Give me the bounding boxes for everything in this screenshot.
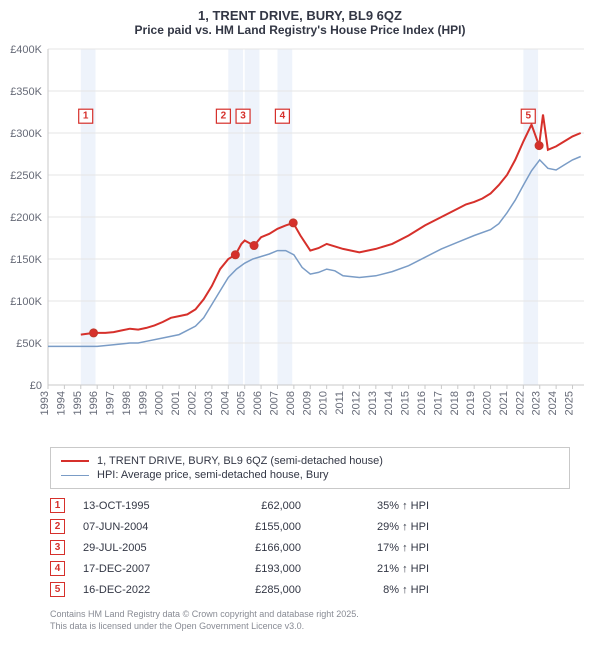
svg-text:2002: 2002	[187, 391, 199, 415]
svg-text:2015: 2015	[400, 391, 412, 415]
svg-text:2004: 2004	[219, 391, 231, 415]
svg-text:2: 2	[221, 111, 227, 122]
svg-text:5: 5	[525, 111, 531, 122]
svg-text:2001: 2001	[170, 391, 182, 415]
table-row: 3 29-JUL-2005 £166,000 17% ↑ HPI	[50, 537, 570, 558]
table-row: 2 07-JUN-2004 £155,000 29% ↑ HPI	[50, 516, 570, 537]
chart-subtitle: Price paid vs. HM Land Registry's House …	[0, 23, 600, 41]
row-price: £166,000	[211, 542, 301, 554]
svg-text:1998: 1998	[121, 391, 133, 415]
svg-text:£350K: £350K	[10, 86, 42, 98]
svg-text:£200K: £200K	[10, 212, 42, 224]
svg-text:2013: 2013	[367, 391, 379, 415]
sales-table: 1 13-OCT-1995 £62,000 35% ↑ HPI 2 07-JUN…	[50, 495, 570, 600]
legend-row-red: 1, TRENT DRIVE, BURY, BL9 6QZ (semi-deta…	[61, 454, 559, 468]
table-row: 4 17-DEC-2007 £193,000 21% ↑ HPI	[50, 558, 570, 579]
chart-container: 1, TRENT DRIVE, BURY, BL9 6QZ Price paid…	[0, 0, 600, 650]
svg-text:2008: 2008	[285, 391, 297, 415]
svg-text:£50K: £50K	[16, 338, 42, 350]
svg-text:2025: 2025	[564, 391, 576, 415]
svg-text:2000: 2000	[154, 391, 166, 415]
table-row: 1 13-OCT-1995 £62,000 35% ↑ HPI	[50, 495, 570, 516]
svg-text:£0: £0	[30, 380, 42, 392]
row-diff: 29% ↑ HPI	[319, 521, 429, 533]
legend: 1, TRENT DRIVE, BURY, BL9 6QZ (semi-deta…	[50, 447, 570, 489]
svg-text:£100K: £100K	[10, 296, 42, 308]
row-badge: 4	[50, 561, 65, 576]
row-badge: 2	[50, 519, 65, 534]
svg-text:2012: 2012	[350, 391, 362, 415]
svg-text:2017: 2017	[432, 391, 444, 415]
footer-line1: Contains HM Land Registry data © Crown c…	[50, 608, 570, 620]
footer-line2: This data is licensed under the Open Gov…	[50, 620, 570, 632]
svg-text:2018: 2018	[449, 391, 461, 415]
svg-text:1996: 1996	[88, 391, 100, 415]
row-price: £285,000	[211, 584, 301, 596]
chart-title: 1, TRENT DRIVE, BURY, BL9 6QZ	[0, 0, 600, 23]
svg-text:£150K: £150K	[10, 254, 42, 266]
legend-swatch-blue	[61, 475, 89, 476]
svg-text:2007: 2007	[268, 391, 280, 415]
row-badge: 1	[50, 498, 65, 513]
row-diff: 17% ↑ HPI	[319, 542, 429, 554]
row-diff: 21% ↑ HPI	[319, 563, 429, 575]
table-row: 5 16-DEC-2022 £285,000 8% ↑ HPI	[50, 579, 570, 600]
row-date: 17-DEC-2007	[83, 563, 193, 575]
chart-plot-area: £0 £50K £100K £150K £200K £250K £300K £350K £400…	[6, 41, 590, 441]
svg-text:2009: 2009	[301, 391, 313, 415]
svg-text:1995: 1995	[72, 391, 84, 415]
svg-text:2016: 2016	[416, 391, 428, 415]
svg-text:2022: 2022	[514, 391, 526, 415]
chart-svg: £0 £50K £100K £150K £200K £250K £300K £350K £400…	[6, 41, 590, 441]
svg-text:£300K: £300K	[10, 128, 42, 140]
row-price: £155,000	[211, 521, 301, 533]
svg-text:£250K: £250K	[10, 170, 42, 182]
svg-text:2006: 2006	[252, 391, 264, 415]
footer: Contains HM Land Registry data © Crown c…	[50, 608, 570, 632]
svg-text:1: 1	[83, 111, 89, 122]
row-date: 29-JUL-2005	[83, 542, 193, 554]
svg-text:2014: 2014	[383, 391, 395, 415]
svg-text:1994: 1994	[55, 391, 67, 415]
svg-text:2021: 2021	[498, 391, 510, 415]
svg-text:2011: 2011	[334, 391, 346, 415]
svg-text:4: 4	[280, 111, 286, 122]
row-diff: 8% ↑ HPI	[319, 584, 429, 596]
svg-text:3: 3	[240, 111, 246, 122]
svg-text:£400K: £400K	[10, 44, 42, 56]
svg-text:1997: 1997	[105, 391, 117, 415]
row-diff: 35% ↑ HPI	[319, 500, 429, 512]
legend-label-blue: HPI: Average price, semi-detached house,…	[97, 469, 329, 481]
row-date: 13-OCT-1995	[83, 500, 193, 512]
row-badge: 3	[50, 540, 65, 555]
row-price: £193,000	[211, 563, 301, 575]
svg-text:2010: 2010	[318, 391, 330, 415]
row-price: £62,000	[211, 500, 301, 512]
legend-label-red: 1, TRENT DRIVE, BURY, BL9 6QZ (semi-deta…	[97, 455, 383, 467]
legend-row-blue: HPI: Average price, semi-detached house,…	[61, 468, 559, 482]
row-date: 07-JUN-2004	[83, 521, 193, 533]
row-badge: 5	[50, 582, 65, 597]
row-date: 16-DEC-2022	[83, 584, 193, 596]
svg-text:2003: 2003	[203, 391, 215, 415]
svg-text:2024: 2024	[547, 391, 559, 415]
svg-text:2005: 2005	[236, 391, 248, 415]
svg-text:2019: 2019	[465, 391, 477, 415]
svg-text:2023: 2023	[531, 391, 543, 415]
legend-swatch-red	[61, 460, 89, 462]
svg-text:1993: 1993	[39, 391, 51, 415]
svg-text:2020: 2020	[482, 391, 494, 415]
svg-text:1999: 1999	[137, 391, 149, 415]
